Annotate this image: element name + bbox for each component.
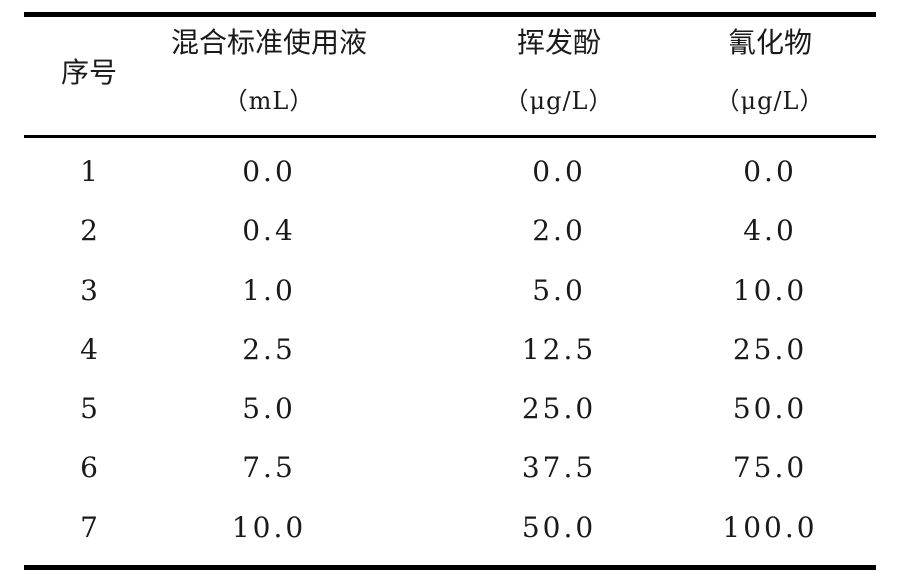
table-row: 1 0.0 0.0 0.0 (24, 142, 876, 201)
table-header: 序号 混合标准使用液 （mL） 挥发酚 （μg/L） 氰化物 （μg/L） (24, 17, 876, 135)
cell-cyanide: 100.0 (722, 510, 818, 544)
cell-seq: 6 (80, 451, 98, 485)
cell-seq: 2 (80, 214, 98, 248)
cell-cyanide: 75.0 (732, 451, 808, 485)
header-phenol-unit: （μg/L） (504, 87, 614, 115)
cell-phenol: 5.0 (532, 273, 586, 307)
cell-mix: 7.5 (242, 451, 296, 485)
cell-mix: 0.4 (242, 214, 296, 248)
header-cyanide-unit: （μg/L） (715, 87, 825, 115)
header-seq: 序号 (24, 55, 154, 91)
cell-mix: 2.5 (242, 332, 296, 366)
cell-seq: 5 (80, 392, 98, 426)
data-table: 序号 混合标准使用液 （mL） 挥发酚 （μg/L） 氰化物 （μg/L） 1 … (24, 12, 876, 571)
table-row: 4 2.5 12.5 25.0 (24, 320, 876, 379)
header-mix-unit: （mL） (223, 87, 315, 115)
cell-seq: 4 (80, 332, 98, 366)
table-row: 6 7.5 37.5 75.0 (24, 438, 876, 497)
cell-phenol: 2.0 (532, 214, 586, 248)
cell-cyanide: 0.0 (743, 155, 797, 188)
table-row: 7 10.0 50.0 100.0 (24, 498, 876, 557)
cell-phenol: 37.5 (521, 451, 597, 485)
cell-seq: 7 (80, 510, 98, 544)
cell-phenol: 50.0 (521, 510, 597, 544)
cell-mix: 5.0 (242, 392, 296, 426)
cell-cyanide: 4.0 (743, 214, 797, 248)
table-row: 2 0.4 2.0 4.0 (24, 201, 876, 260)
table-row: 5 5.0 25.0 50.0 (24, 379, 876, 438)
header-mix: 混合标准使用液 （mL） (154, 25, 384, 119)
header-rule (24, 135, 876, 138)
header-phenol-title: 挥发酚 (516, 26, 601, 59)
cell-cyanide: 50.0 (732, 392, 808, 426)
header-phenol: 挥发酚 （μg/L） (444, 25, 674, 119)
cell-cyanide: 10.0 (732, 273, 808, 307)
cell-mix: 10.0 (231, 510, 307, 544)
cell-phenol: 12.5 (521, 332, 597, 366)
header-mix-title: 混合标准使用液 (170, 26, 367, 59)
cell-phenol: 25.0 (521, 392, 597, 426)
top-rule (24, 12, 876, 17)
table-body: 1 0.0 0.0 0.0 2 0.4 2.0 4.0 3 1.0 5.0 10… (24, 138, 876, 565)
cell-mix: 0.0 (242, 155, 296, 188)
header-cyanide-title: 氰化物 (727, 26, 812, 59)
cell-mix: 1.0 (242, 273, 296, 307)
cell-seq: 1 (80, 155, 98, 188)
cell-phenol: 0.0 (532, 155, 586, 188)
bottom-rule (24, 565, 876, 571)
header-cyanide: 氰化物 （μg/L） (664, 25, 876, 119)
table-row: 3 1.0 5.0 10.0 (24, 261, 876, 320)
cell-cyanide: 25.0 (732, 332, 808, 366)
cell-seq: 3 (80, 273, 98, 307)
header-seq-label: 序号 (60, 56, 117, 89)
